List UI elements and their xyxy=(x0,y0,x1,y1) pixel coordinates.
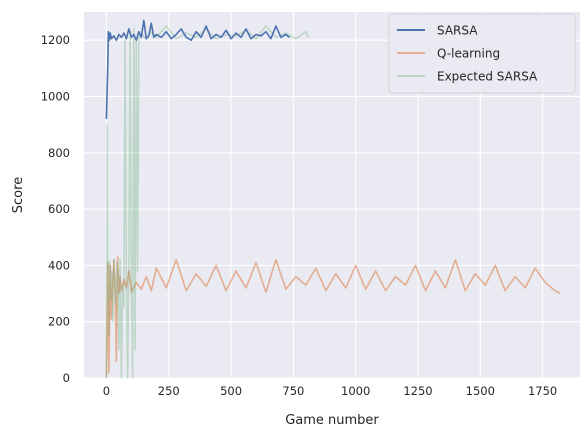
x-tick-label: 750 xyxy=(282,384,304,398)
x-tick-label: 1250 xyxy=(403,384,432,398)
x-tick-label: 1500 xyxy=(466,384,495,398)
x-tick-label: 500 xyxy=(220,384,242,398)
y-tick-label: 400 xyxy=(48,258,70,272)
legend-label: Expected SARSA xyxy=(437,70,538,84)
x-tick-label: 1000 xyxy=(341,384,370,398)
y-axis-label: Score xyxy=(11,177,26,213)
y-tick-label: 800 xyxy=(48,146,70,160)
series-line-q-learning xyxy=(105,256,561,379)
legend: SARSA Q-learning Expected SARSA xyxy=(388,13,576,94)
series-line-expected-sarsa xyxy=(105,25,310,379)
y-tick-label: 200 xyxy=(48,315,70,329)
x-tick-label: 250 xyxy=(158,384,180,398)
y-tick-label: 1200 xyxy=(41,33,70,47)
y-tick-label: 1000 xyxy=(41,89,70,103)
legend-label: Q-learning xyxy=(437,47,500,61)
y-tick-labels: 0 200 400 600 800 1000 1200 xyxy=(41,33,70,385)
x-tick-label: 0 xyxy=(103,384,110,398)
series-line-sarsa xyxy=(105,19,291,120)
y-tick-label: 0 xyxy=(63,371,70,385)
x-tick-label: 1750 xyxy=(528,384,557,398)
x-tick-labels: 0 250 500 750 1000 1250 1500 1750 xyxy=(103,384,557,398)
legend-box xyxy=(388,13,576,94)
x-axis-label: Game number xyxy=(285,413,379,428)
y-tick-label: 600 xyxy=(48,202,70,216)
series-layer xyxy=(105,19,561,379)
legend-label: SARSA xyxy=(437,24,478,38)
